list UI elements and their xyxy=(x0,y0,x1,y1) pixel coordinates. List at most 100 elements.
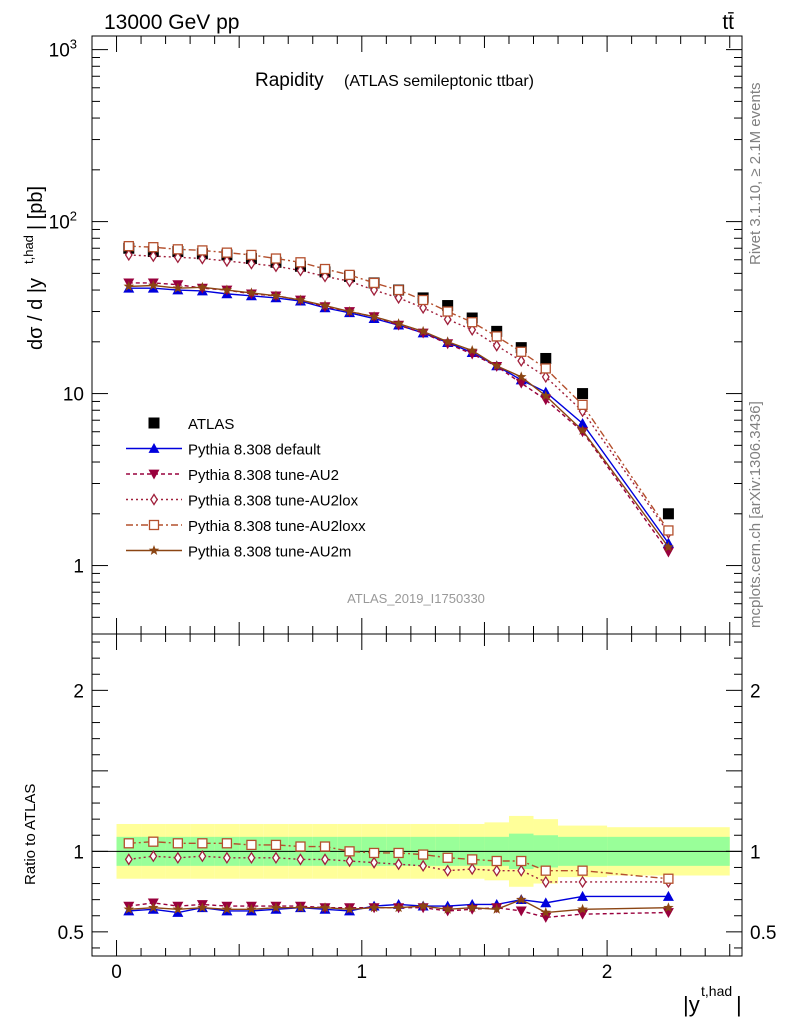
ratio-y-tick-label: 1 xyxy=(750,842,761,863)
default-ratio-point xyxy=(172,907,184,917)
au2m-ratio-point xyxy=(270,902,282,913)
svg-text:t,had: t,had xyxy=(701,983,732,999)
au2loxx-ratio-point xyxy=(319,841,331,852)
au2loxx-main-point xyxy=(467,317,478,328)
au2loxx-main-point xyxy=(442,306,453,317)
au2m-main-point xyxy=(148,280,159,290)
rivet-version-label: Rivet 3.1.10, ≥ 2.1M events xyxy=(747,83,764,266)
au2lox-main-point xyxy=(173,251,182,264)
au2loxx-main-point xyxy=(540,363,551,374)
au2loxx-ratio-point xyxy=(577,865,588,876)
legend-label-au2lox: Pythia 8.308 tune-AU2lox xyxy=(188,493,359,510)
legend-marker-au2 xyxy=(148,469,160,480)
au2loxx-ratio-point xyxy=(344,846,355,857)
legend-label-au2: Pythia 8.308 tune-AU2 xyxy=(188,467,339,484)
au2m-main-point xyxy=(466,345,478,355)
au2lox-ratio-point xyxy=(541,875,550,889)
au2loxx-ratio-point xyxy=(295,841,306,852)
header-right: tt̄ xyxy=(722,11,734,34)
au2loxx-ratio-point xyxy=(516,855,527,867)
au2loxx-main-point xyxy=(368,277,380,289)
au2m-ratio-point xyxy=(466,902,478,913)
au2lox-ratio-point xyxy=(468,862,477,876)
ratio-y-tick-label: 0.5 xyxy=(750,923,776,944)
au2loxx-ratio-point xyxy=(663,873,674,884)
au2m-main-point xyxy=(368,311,380,322)
au2loxx-main-point xyxy=(344,269,355,281)
au2lox-main-point xyxy=(443,313,452,326)
au2lox-ratio-point xyxy=(173,851,182,864)
au2m-ratio-point xyxy=(491,903,502,914)
au2m-main-point xyxy=(197,281,208,292)
au2lox-ratio-point xyxy=(492,864,501,877)
au2loxx-main-point xyxy=(516,346,527,357)
au2loxx-ratio-point xyxy=(123,838,134,849)
au2lox-main-point xyxy=(198,252,207,265)
ratio-frame xyxy=(91,633,743,957)
au2m-main-point xyxy=(270,290,282,301)
au2lox-ratio-point xyxy=(578,875,587,889)
analysis-id: ATLAS_2019_I1750330 xyxy=(347,591,485,606)
au2m-main-point xyxy=(393,318,404,329)
svg-text:| [pb]: | [pb] xyxy=(25,186,47,230)
y-tick-label: 102 xyxy=(49,209,77,234)
au2lox-main-point xyxy=(541,370,550,384)
plot-subtitle: (ATLAS semileptonic ttbar) xyxy=(344,73,534,90)
au2loxx-main-point xyxy=(246,249,257,261)
atlas-main-point xyxy=(577,388,589,400)
au2loxx-ratio-point xyxy=(221,838,233,849)
au2m-main-point xyxy=(516,371,527,382)
au2lox-main-point xyxy=(149,249,158,263)
au2loxx-ratio-point xyxy=(368,847,380,859)
au2loxx-main-point xyxy=(393,284,404,296)
au2loxx-main-point xyxy=(270,253,282,264)
au2loxx-main-point xyxy=(172,244,183,255)
au2loxx-ratio-point xyxy=(393,847,404,859)
au2m-ratio-point xyxy=(577,903,588,914)
au2lox-main-point xyxy=(492,339,501,352)
y-tick-label: 103 xyxy=(49,37,77,62)
au2loxx-ratio-point xyxy=(540,865,551,876)
legend: ATLAS Pythia 8.308 default Pythia 8.308 tu… xyxy=(126,416,366,561)
au2lox-ratio-point xyxy=(517,864,526,877)
au2m-main-point xyxy=(344,306,355,316)
au2m-ratio-point xyxy=(172,903,184,914)
y-tick-label: 1 xyxy=(73,557,84,578)
default-ratio-point xyxy=(577,890,589,901)
au2-main-line xyxy=(128,282,669,553)
x-tick-label: 1 xyxy=(357,962,368,983)
ratio-series xyxy=(123,836,674,923)
au2m-ratio-point xyxy=(663,902,674,913)
au2lox-ratio-point xyxy=(419,859,428,873)
au2lox-main-point xyxy=(271,260,280,273)
au2loxx-main-point xyxy=(577,399,588,410)
au2m-main-line xyxy=(128,284,669,548)
atlas-main-point xyxy=(442,300,454,312)
au2lox-ratio-point xyxy=(321,853,329,866)
ratio-uncertainty-bands xyxy=(92,815,742,887)
plot-title: Rapidity xyxy=(255,70,324,91)
au2m-main-point xyxy=(319,300,331,310)
au2loxx-main-point xyxy=(319,263,331,275)
x-axis-label: |y t,had | xyxy=(683,983,742,1017)
au2lox-ratio-point xyxy=(198,849,207,863)
au2loxx-main-point xyxy=(295,257,306,268)
atlas-main-point xyxy=(540,352,552,364)
au2lox-ratio-point xyxy=(124,853,133,866)
au2lox-ratio-point xyxy=(247,851,256,864)
default-main-point xyxy=(577,417,589,428)
legend-label-default: Pythia 8.308 default xyxy=(188,442,321,459)
au2lox-main-point xyxy=(419,301,428,315)
legend-label-au2loxx: Pythia 8.308 tune-AU2loxx xyxy=(188,518,366,535)
au2loxx-ratio-point xyxy=(197,838,208,849)
au2m-ratio-line xyxy=(128,898,669,914)
svg-text:dσ / d |y: dσ / d |y xyxy=(25,278,47,350)
au2m-main-point xyxy=(172,282,184,293)
au2lox-ratio-point xyxy=(370,856,379,869)
au2m-ratio-point xyxy=(344,903,355,914)
svg-text:|y: |y xyxy=(683,992,700,1017)
au2lox-ratio-point xyxy=(394,858,403,871)
au2lox-main-point xyxy=(124,248,133,262)
legend-marker-default xyxy=(148,443,160,453)
